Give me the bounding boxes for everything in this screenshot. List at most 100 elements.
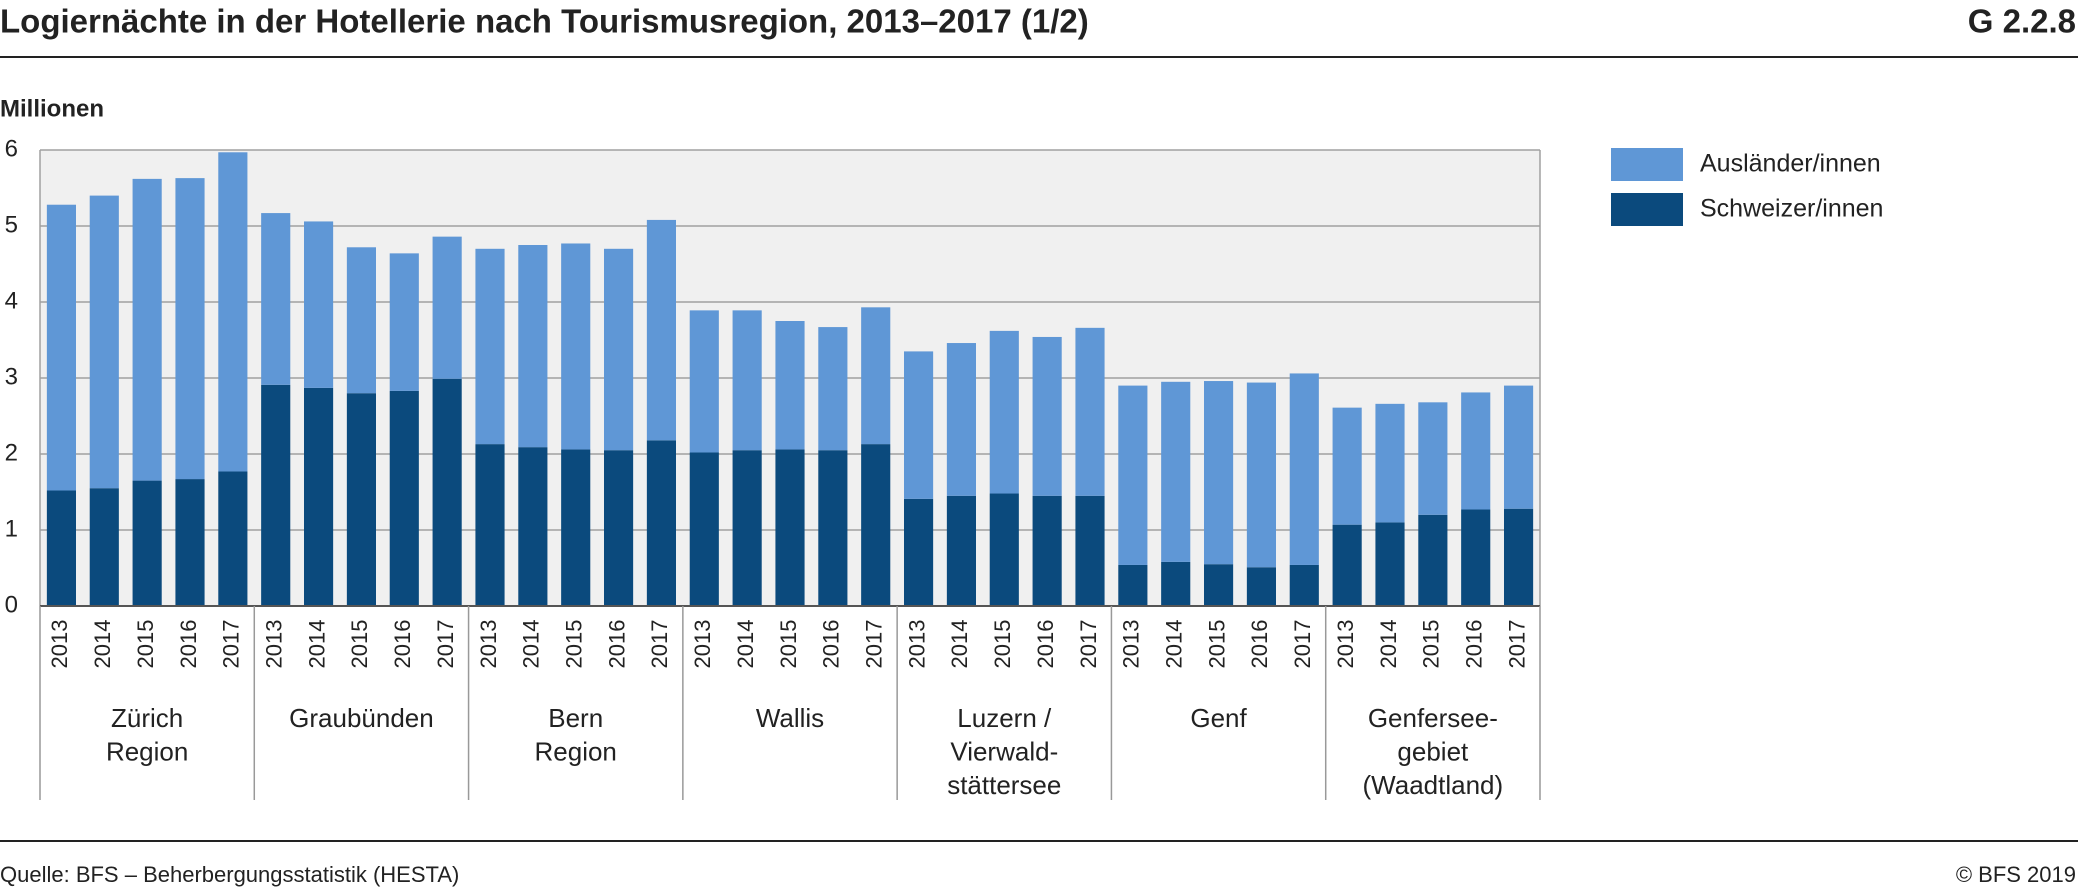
x-tick-label: 2013 [476, 620, 501, 669]
bar-segment [132, 480, 162, 606]
bar-segment [775, 449, 805, 606]
bar-segment [1461, 509, 1491, 606]
x-tick-label: 2017 [219, 620, 244, 669]
bar-segment [1375, 522, 1405, 606]
group-label: Region [106, 736, 188, 766]
x-tick-label: 2015 [990, 620, 1015, 669]
x-tick-label: 2017 [433, 620, 458, 669]
bar-segment [604, 248, 634, 451]
x-tick-label: 2015 [133, 620, 158, 669]
y-tick-label: 4 [5, 287, 18, 314]
bar-segment [432, 236, 462, 379]
x-tick-label: 2015 [562, 620, 587, 669]
bar-segment [732, 310, 762, 451]
bar-segment [1118, 385, 1148, 565]
y-tick-label: 3 [5, 363, 18, 390]
y-tick-label: 6 [5, 135, 18, 162]
x-tick-label: 2016 [176, 620, 201, 669]
group-label: Zürich [111, 703, 183, 733]
x-tick-label: 2015 [1419, 620, 1444, 669]
group-label: Region [535, 736, 617, 766]
bar-segment [89, 195, 119, 489]
bar-segment [46, 204, 76, 491]
bar-segment [1375, 403, 1405, 523]
bar-segment [346, 247, 376, 394]
group-label: Bern [548, 703, 603, 733]
bar-segment [689, 310, 719, 453]
group-label: Luzern / [957, 703, 1052, 733]
bar-segment [1332, 407, 1362, 525]
bar-segment [1332, 524, 1362, 606]
bar-segment [261, 213, 291, 385]
bar-segment [1161, 381, 1191, 562]
bar-segment [304, 221, 334, 388]
x-tick-label: 2015 [1204, 620, 1229, 669]
bar-segment [432, 378, 462, 606]
group-label: Genfersee- [1368, 703, 1498, 733]
x-tick-label: 2014 [733, 620, 758, 669]
x-tick-label: 2014 [1162, 620, 1187, 669]
x-tick-label: 2014 [947, 620, 972, 669]
bar-segment [518, 447, 548, 606]
y-tick-label: 0 [5, 591, 18, 618]
bar-segment [989, 330, 1019, 494]
bar-segment [1504, 385, 1534, 509]
group-label: Wallis [756, 703, 824, 733]
x-tick-label: 2013 [904, 620, 929, 669]
bar-segment [518, 245, 548, 448]
bar-segment [689, 452, 719, 606]
bar-segment [561, 449, 591, 606]
bar-segment [475, 444, 505, 606]
x-tick-label: 2014 [304, 620, 329, 669]
x-tick-label: 2013 [690, 620, 715, 669]
bar-segment [775, 321, 805, 450]
bar-segment [561, 243, 591, 450]
bar-segment [1461, 392, 1491, 510]
x-tick-label: 2017 [1290, 620, 1315, 669]
y-axis-label: Millionen [0, 95, 104, 122]
bar-segment [46, 490, 76, 606]
bar-segment [1075, 495, 1105, 606]
bar-segment [904, 351, 934, 499]
bar-segment [218, 471, 248, 606]
bar-segment [861, 444, 891, 606]
bar-segment [1161, 561, 1191, 606]
bar-segment [1504, 508, 1534, 606]
bar-segment [89, 488, 119, 606]
group-label: Vierwald- [950, 736, 1058, 766]
bar-segment [1118, 564, 1148, 606]
bar-segment [175, 178, 205, 480]
group-label: Graubünden [289, 703, 434, 733]
x-tick-label: 2016 [604, 620, 629, 669]
bar-segment [1204, 381, 1234, 565]
group-label: (Waadtland) [1363, 770, 1504, 800]
x-tick-label: 2015 [347, 620, 372, 669]
x-tick-label: 2014 [1376, 620, 1401, 669]
bar-segment [818, 450, 848, 606]
bar-segment [1075, 327, 1105, 496]
x-tick-label: 2013 [47, 620, 72, 669]
bar-segment [604, 450, 634, 606]
x-tick-label: 2013 [262, 620, 287, 669]
x-tick-label: 2016 [1247, 620, 1272, 669]
bar-segment [904, 498, 934, 606]
bar-segment [346, 393, 376, 606]
x-tick-label: 2013 [1333, 620, 1358, 669]
y-tick-label: 2 [5, 439, 18, 466]
bar-segment [1032, 336, 1062, 496]
bar-segment [646, 219, 676, 441]
chart-id: G 2.2.8 [1968, 3, 2076, 40]
bar-segment [1289, 373, 1319, 565]
group-label: gebiet [1397, 736, 1469, 766]
bar-segment [646, 440, 676, 606]
bar-segment [389, 390, 419, 606]
x-tick-label: 2017 [862, 620, 887, 669]
bar-segment [475, 248, 505, 445]
bar-segment [218, 152, 248, 472]
bar-segment [1289, 564, 1319, 606]
x-tick-label: 2014 [90, 620, 115, 669]
bar-segment [1032, 495, 1062, 606]
bar-segment [861, 307, 891, 445]
bar-segment [818, 327, 848, 451]
